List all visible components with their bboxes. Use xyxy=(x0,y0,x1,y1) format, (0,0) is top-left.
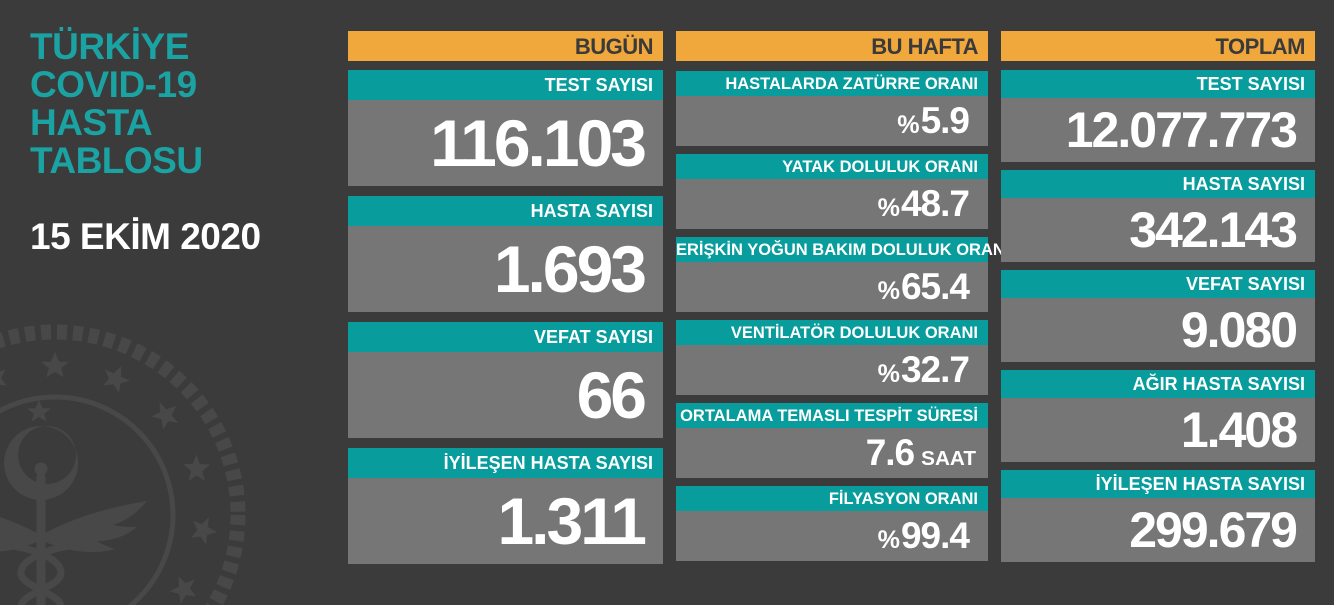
stat-label: HASTA SAYISI xyxy=(348,196,663,226)
stat-value: 116.103 xyxy=(430,106,647,180)
page-title: TÜRKİYE COVID-19 HASTA TABLOSU xyxy=(30,28,203,180)
stat-value: %48.7 xyxy=(877,183,970,224)
stat-label: HASTA SAYISI xyxy=(1001,170,1315,198)
page-title-line: TÜRKİYE xyxy=(30,26,189,67)
stat-card-today-cases: HASTA SAYISI 1.693 xyxy=(348,196,663,312)
stat-value: 12.077.773 xyxy=(1065,102,1298,158)
column-header-this-week: BU HAFTA xyxy=(676,31,988,61)
stat-label: YATAK DOLULUK ORANI xyxy=(676,154,988,179)
stat-card-today-recovered: İYİLEŞEN HASTA SAYISI 1.311 xyxy=(348,448,663,564)
column-total: TOPLAM TEST SAYISI 12.077.773 HASTA SAYI… xyxy=(1001,31,1315,562)
page-title-line: COVID-19 xyxy=(30,64,197,105)
stat-value: %5.9 xyxy=(897,100,970,141)
stat-value: 299.679 xyxy=(1129,502,1298,558)
stat-value: %99.4 xyxy=(877,515,970,556)
stat-value: 7.6 SAAT xyxy=(865,432,976,473)
stat-card-today-test: TEST SAYISI 116.103 xyxy=(348,70,663,186)
health-ministry-emblem-icon xyxy=(0,324,246,605)
report-date: 15 EKİM 2020 xyxy=(30,216,261,257)
stat-value: 9.080 xyxy=(1180,302,1298,358)
page-title-line: HASTA xyxy=(30,102,153,143)
stat-value: 1.408 xyxy=(1180,402,1298,458)
page-title-line: TABLOSU xyxy=(30,140,203,181)
stat-label: VEFAT SAYISI xyxy=(348,322,663,352)
stat-card-week-ventilator-occupancy: VENTİLATÖR DOLULUK ORANI %32.7 xyxy=(676,320,988,395)
stat-label: TEST SAYISI xyxy=(1001,70,1315,98)
stat-label: HASTALARDA ZATÜRRE ORANI xyxy=(676,71,988,96)
stat-card-week-icu-occupancy: ERİŞKİN YOĞUN BAKIM DOLULUK ORANI %65.4 xyxy=(676,237,1009,312)
stat-label: FİLYASYON ORANI xyxy=(676,486,988,511)
stat-value: %65.4 xyxy=(877,266,970,307)
stat-label: ORTALAMA TEMASLI TESPİT SÜRESİ xyxy=(676,403,988,428)
stat-label: AĞIR HASTA SAYISI xyxy=(1001,370,1315,398)
stat-card-week-pneumonia: HASTALARDA ZATÜRRE ORANI %5.9 xyxy=(676,71,988,146)
stat-value: 66 xyxy=(576,358,647,432)
stat-label: ERİŞKİN YOĞUN BAKIM DOLULUK ORANI xyxy=(676,237,1009,262)
stat-card-total-deaths: VEFAT SAYISI 9.080 xyxy=(1001,270,1315,362)
stat-card-total-test: TEST SAYISI 12.077.773 xyxy=(1001,70,1315,162)
stat-card-total-cases: HASTA SAYISI 342.143 xyxy=(1001,170,1315,262)
stat-label: VENTİLATÖR DOLULUK ORANI xyxy=(676,320,988,345)
stat-card-total-severe: AĞIR HASTA SAYISI 1.408 xyxy=(1001,370,1315,462)
stat-card-week-bed-occupancy: YATAK DOLULUK ORANI %48.7 xyxy=(676,154,988,229)
column-this-week: BU HAFTA HASTALARDA ZATÜRRE ORANI %5.9 Y… xyxy=(676,31,1009,561)
stat-card-week-contact-detection-time: ORTALAMA TEMASLI TESPİT SÜRESİ 7.6 SAAT xyxy=(676,403,988,478)
column-header-total: TOPLAM xyxy=(1001,31,1315,61)
stat-card-today-deaths: VEFAT SAYISI 66 xyxy=(348,322,663,438)
stat-value: 342.143 xyxy=(1129,202,1298,258)
stat-value: 1.693 xyxy=(493,232,647,306)
stat-value: %32.7 xyxy=(877,349,970,390)
column-header-today: BUGÜN xyxy=(348,31,663,61)
stat-label: VEFAT SAYISI xyxy=(1001,270,1315,298)
stat-card-total-recovered: İYİLEŞEN HASTA SAYISI 299.679 xyxy=(1001,470,1315,562)
stat-label: İYİLEŞEN HASTA SAYISI xyxy=(1001,470,1315,498)
stat-card-week-filiation-rate: FİLYASYON ORANI %99.4 xyxy=(676,486,988,561)
stat-label: İYİLEŞEN HASTA SAYISI xyxy=(348,448,663,478)
column-today: BUGÜN TEST SAYISI 116.103 HASTA SAYISI 1… xyxy=(348,31,663,564)
stat-label: TEST SAYISI xyxy=(348,70,663,100)
stat-value: 1.311 xyxy=(497,484,647,558)
